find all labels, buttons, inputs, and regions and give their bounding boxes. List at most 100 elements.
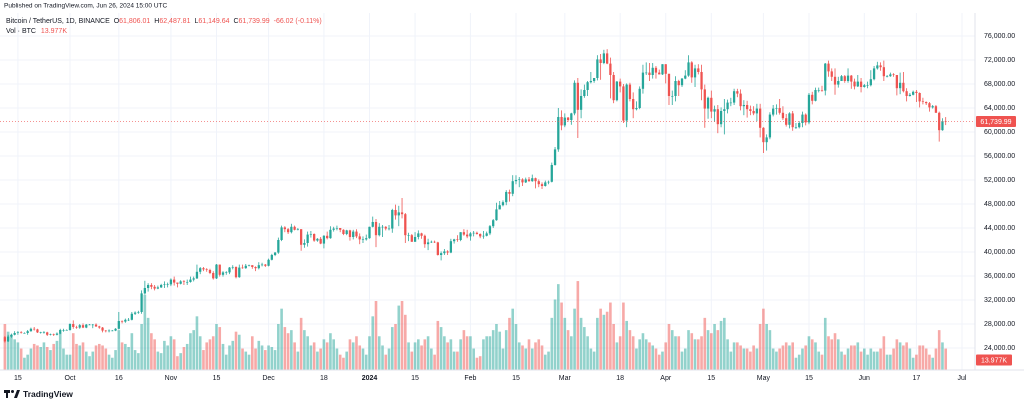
y-tick-label: 24,000.00	[984, 345, 1015, 352]
candle-body	[905, 91, 908, 96]
candle-body	[42, 332, 46, 333]
candle-body	[374, 221, 378, 236]
volume-bar	[124, 343, 127, 370]
volume-bar	[270, 347, 274, 370]
candle-body	[335, 227, 339, 229]
candle-body	[651, 67, 654, 75]
volume-bar	[267, 345, 270, 370]
x-tick-label: 15	[14, 375, 22, 382]
candle-body	[130, 313, 133, 320]
volume-bar	[361, 348, 365, 370]
volume-bar	[661, 351, 664, 370]
volume-bar	[114, 350, 117, 370]
candle-body	[368, 226, 371, 239]
volume-bar	[524, 348, 528, 370]
volume-bar	[944, 348, 948, 370]
candle-body	[449, 241, 453, 253]
volume-bar	[211, 336, 215, 370]
volume-bar	[885, 354, 889, 370]
candle-body	[29, 328, 33, 332]
volume-tag	[976, 354, 1012, 366]
candle-body	[81, 325, 85, 328]
candle-body	[680, 78, 684, 86]
volume-bar	[563, 317, 567, 370]
volume-bar	[309, 345, 313, 370]
volume-bar	[254, 348, 257, 370]
candle-body	[736, 91, 739, 94]
x-tick-label: Feb	[464, 375, 476, 382]
candle-layer	[3, 49, 947, 343]
candle-body	[332, 228, 335, 230]
candle-body	[120, 320, 124, 322]
y-tick-label: 44,000.00	[984, 225, 1015, 232]
candle-body	[290, 226, 293, 233]
candle-body	[589, 80, 592, 83]
candle-body	[778, 107, 781, 113]
candle-body	[111, 330, 114, 332]
x-tick-label: Jul	[958, 375, 967, 382]
volume-bar	[13, 339, 16, 370]
volume-bar	[417, 339, 420, 370]
candle-body	[88, 324, 91, 326]
candle-body	[544, 182, 547, 186]
volume-bar	[3, 324, 7, 370]
candle-body	[794, 127, 798, 128]
candle-body	[674, 80, 677, 96]
volume-bar	[143, 294, 147, 370]
candle-body	[404, 214, 407, 236]
candle-body	[566, 117, 570, 120]
candle-body	[68, 323, 72, 330]
volume-bar	[303, 330, 306, 370]
volume-bar	[397, 305, 401, 370]
volume-bar	[612, 324, 615, 370]
candle-body	[856, 81, 859, 87]
volume-bar	[924, 348, 928, 370]
volume-bar	[26, 354, 29, 370]
volume-bar	[32, 343, 36, 370]
volume-bar	[16, 342, 20, 370]
volume-bar	[758, 324, 762, 370]
volume-bar	[693, 339, 697, 370]
volume-bar	[111, 357, 114, 370]
volume-bar	[840, 351, 843, 370]
volume-bar	[394, 324, 397, 370]
candle-body	[866, 85, 869, 86]
volume-bar	[55, 340, 59, 370]
volume-bar	[465, 336, 469, 370]
candle-body	[247, 265, 251, 266]
volume-bar	[198, 336, 202, 370]
volume-bar	[120, 342, 124, 370]
candle-body	[768, 114, 772, 138]
candle-body	[827, 63, 830, 72]
volume-bar	[710, 333, 713, 370]
candle-body	[270, 254, 273, 260]
candle-body	[846, 75, 850, 81]
volume-bar	[195, 316, 199, 370]
volume-bar	[495, 324, 498, 370]
volume-bar	[876, 351, 879, 370]
candle-body	[78, 325, 81, 328]
candle-body	[912, 91, 915, 95]
volume-bar	[648, 342, 651, 370]
candle-body	[137, 311, 140, 313]
volume-bar	[898, 342, 902, 370]
volume-bar	[908, 348, 912, 370]
candle-body	[788, 113, 791, 125]
volume-bar	[312, 342, 316, 370]
volume-bar	[140, 324, 143, 370]
candle-body	[843, 76, 846, 81]
volume-bar	[863, 348, 866, 370]
candle-body	[381, 226, 384, 228]
volume-bar	[771, 348, 775, 370]
volume-bar	[605, 311, 609, 370]
volume-bar	[657, 354, 661, 370]
candle-body	[430, 241, 433, 243]
volume-bar	[65, 354, 69, 370]
volume-bar	[228, 345, 231, 370]
volume-bar	[928, 354, 931, 370]
candle-body	[931, 106, 934, 108]
candle-body	[10, 334, 13, 337]
candle-body	[732, 91, 736, 103]
volume-bar	[941, 342, 944, 370]
volume-bar	[537, 339, 541, 370]
